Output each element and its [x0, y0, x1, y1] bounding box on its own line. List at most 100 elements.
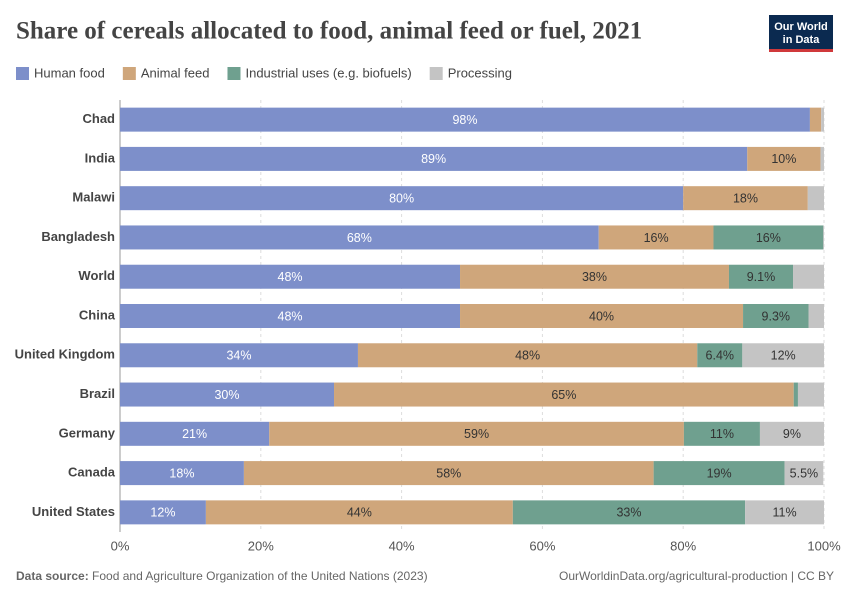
bar-segment	[269, 421, 684, 446]
x-tick-label: 40%	[389, 538, 415, 553]
bar-segment	[120, 343, 358, 368]
y-tick-label: China	[79, 307, 116, 322]
bar-segment	[728, 264, 794, 289]
bar-segment	[120, 421, 270, 446]
x-tick-label: 0%	[111, 538, 130, 553]
bar-segment	[797, 382, 824, 407]
x-tick-label: 20%	[248, 538, 274, 553]
legend-swatch	[16, 67, 29, 80]
value-label: 38%	[582, 270, 607, 284]
bar-segment	[120, 304, 461, 328]
value-label: 12%	[150, 506, 175, 520]
source-text: Food and Agriculture Organization of the…	[92, 569, 428, 583]
bar-segment	[598, 225, 714, 250]
bar-segment	[120, 382, 335, 407]
bar-segment	[759, 421, 824, 446]
bar-segment	[820, 146, 824, 171]
legend-swatch	[227, 67, 241, 80]
bar-segment	[745, 500, 824, 525]
logo-stripe	[769, 49, 833, 52]
bar-segment	[205, 500, 513, 525]
legend-label: Industrial uses (e.g. biofuels)	[245, 65, 411, 80]
value-label: 21%	[182, 427, 207, 441]
bar-segment	[742, 343, 824, 368]
bar-segment	[512, 500, 746, 525]
bar-segment	[120, 146, 748, 171]
value-label: 11%	[773, 506, 797, 520]
bar-segment	[823, 225, 824, 250]
bar-segment	[821, 107, 824, 132]
value-label: 89%	[421, 152, 446, 166]
value-label: 19%	[707, 466, 732, 480]
value-label: 48%	[278, 309, 303, 323]
value-label: 40%	[589, 309, 614, 323]
bar-segment	[683, 421, 760, 446]
legend-label: Human food	[34, 65, 105, 80]
footer-right: OurWorldinData.org/agricultural-producti…	[559, 569, 834, 583]
value-label: 18%	[169, 466, 194, 480]
value-label: 16%	[644, 231, 669, 245]
value-label: 30%	[214, 388, 239, 402]
value-label: 44%	[347, 506, 372, 520]
bar-segment	[807, 186, 824, 211]
y-tick-label: United States	[32, 504, 115, 519]
logo-text: Our World	[774, 21, 828, 33]
value-label: 5.5%	[790, 466, 819, 480]
bar-segment	[697, 343, 743, 368]
bar-segment	[460, 304, 744, 328]
y-tick-label: World	[78, 268, 115, 283]
value-label: 18%	[733, 191, 758, 205]
value-label: 9.1%	[747, 270, 776, 284]
bar-segment	[120, 264, 461, 289]
bar-segment	[120, 186, 684, 211]
value-label: 58%	[436, 466, 461, 480]
value-label: 48%	[515, 349, 540, 363]
bar-segment	[120, 107, 810, 132]
chart-title: Share of cereals allocated to food, anim…	[16, 18, 642, 45]
value-label: 98%	[452, 113, 477, 127]
value-label: 16%	[756, 231, 781, 245]
bar-segment	[743, 304, 809, 328]
bar-segment	[334, 382, 794, 407]
y-tick-label: Chad	[83, 111, 116, 126]
value-label: 9%	[783, 427, 801, 441]
value-label: 59%	[464, 427, 489, 441]
value-label: 9.3%	[762, 309, 791, 323]
x-tick-label: 60%	[529, 538, 555, 553]
value-label: 80%	[389, 191, 414, 205]
source-label: Data source:	[16, 569, 89, 583]
source: Data source: Food and Agriculture Organi…	[16, 569, 428, 583]
bar-segment	[808, 304, 824, 328]
y-tick-label: Brazil	[80, 386, 115, 401]
y-tick-label: United Kingdom	[15, 347, 115, 362]
logo-box	[769, 15, 833, 51]
bar-segment	[460, 264, 729, 289]
value-label: 48%	[278, 270, 303, 284]
bar-segment	[653, 461, 785, 486]
bar-segment	[713, 225, 824, 250]
value-label: 33%	[616, 506, 641, 520]
x-tick-label: 80%	[670, 538, 696, 553]
bar-segment	[809, 107, 822, 132]
value-label: 65%	[551, 388, 576, 402]
x-tick-label: 100%	[807, 538, 841, 553]
y-tick-label: Malawi	[72, 190, 115, 205]
bar-segment	[793, 264, 824, 289]
bar-segment	[243, 461, 654, 486]
value-label: 10%	[771, 152, 796, 166]
bar-segment	[120, 461, 244, 486]
y-tick-label: Bangladesh	[41, 229, 115, 244]
logo-text: in Data	[783, 34, 821, 46]
value-label: 12%	[771, 349, 796, 363]
legend-label: Processing	[448, 65, 512, 80]
value-label: 11%	[710, 427, 734, 441]
value-label: 6.4%	[706, 349, 735, 363]
bar-segment	[793, 382, 798, 407]
y-tick-label: Germany	[59, 425, 116, 440]
bar-segment	[120, 225, 599, 250]
legend-label: Animal feed	[141, 65, 210, 80]
value-label: 68%	[347, 231, 372, 245]
legend-swatch	[429, 67, 443, 80]
y-tick-label: India	[85, 150, 116, 165]
